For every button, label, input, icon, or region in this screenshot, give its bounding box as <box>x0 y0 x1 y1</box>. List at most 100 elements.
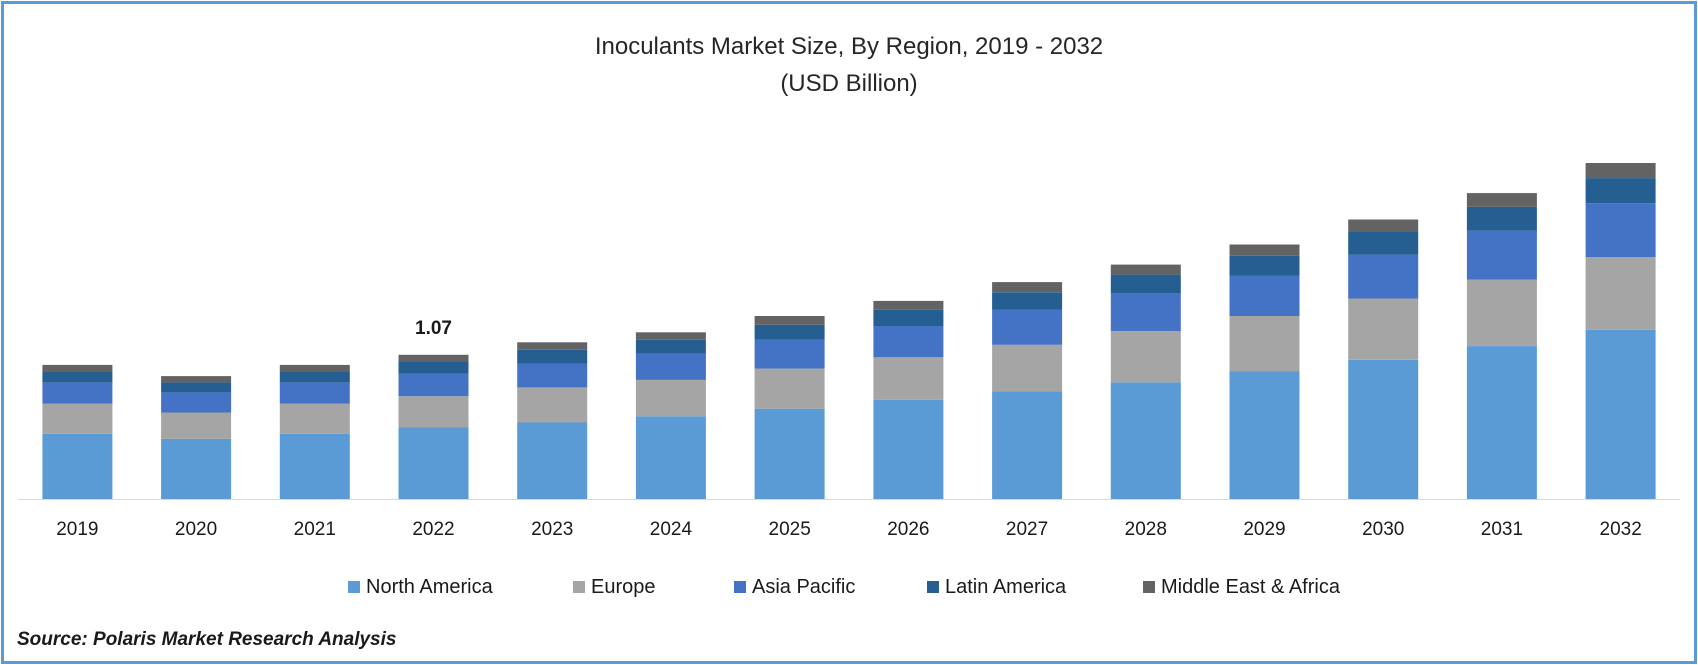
bar-2025-north-america <box>754 408 825 499</box>
bar-2023-europe <box>517 387 588 423</box>
x-tick-label: 2024 <box>650 519 693 540</box>
bar-2021-north-america <box>279 433 350 499</box>
bar-2026-asia-pacific <box>873 326 944 358</box>
bar-2031-north-america <box>1466 346 1537 499</box>
bar-2025-middle-east-africa <box>754 316 825 325</box>
x-tick-label: 2029 <box>1243 519 1285 540</box>
legend-swatch-middle-east-africa <box>1143 581 1155 593</box>
bar-2027-north-america <box>992 391 1063 499</box>
x-tick-label: 2025 <box>769 519 811 540</box>
data-label-2022: 1.07 <box>415 318 452 339</box>
legend-label: Latin America <box>945 576 1067 598</box>
bar-2024-middle-east-africa <box>635 332 706 340</box>
bar-2030-middle-east-africa <box>1348 219 1419 232</box>
bar-2020-north-america <box>161 438 232 499</box>
bar-2028-asia-pacific <box>1110 293 1181 331</box>
bar-2026-europe <box>873 357 944 400</box>
x-tick-label: 2022 <box>412 519 454 540</box>
bar-2031-europe <box>1466 279 1537 346</box>
bar-2029-latin-america <box>1229 255 1300 276</box>
bar-2028-north-america <box>1110 382 1181 499</box>
bar-2028-middle-east-africa <box>1110 264 1181 275</box>
x-tick-label: 2030 <box>1362 519 1404 540</box>
bar-2032-latin-america <box>1585 178 1656 204</box>
bar-2028-europe <box>1110 331 1181 383</box>
x-tick-label: 2028 <box>1125 519 1167 540</box>
legend-swatch-asia-pacific <box>734 581 746 593</box>
bar-2031-asia-pacific <box>1466 230 1537 280</box>
legend-label: Middle East & Africa <box>1161 576 1341 598</box>
legend-swatch-europe <box>573 581 585 593</box>
bar-2021-middle-east-africa <box>279 364 350 372</box>
bar-2023-asia-pacific <box>517 363 588 388</box>
bar-2022-latin-america <box>398 361 469 374</box>
bar-2019-middle-east-africa <box>42 364 113 372</box>
bar-2026-latin-america <box>873 309 944 326</box>
bar-2020-europe <box>161 412 232 439</box>
bar-2023-latin-america <box>517 349 588 364</box>
bar-2028-latin-america <box>1110 274 1181 294</box>
x-tick-label: 2027 <box>1006 519 1048 540</box>
bar-2029-north-america <box>1229 371 1300 499</box>
bar-2026-middle-east-africa <box>873 300 944 310</box>
bar-2024-latin-america <box>635 339 706 354</box>
legend-swatch-latin-america <box>927 581 939 593</box>
bar-2021-asia-pacific <box>279 382 350 404</box>
chart-title: Inoculants Market Size, By Region, 2019 … <box>594 33 1104 60</box>
source-note: Source: Polaris Market Research Analysis <box>17 629 397 650</box>
x-tick-label: 2031 <box>1481 519 1523 540</box>
chart-subtitle: (USD Billion) <box>780 70 918 97</box>
x-tick-label: 2023 <box>531 519 573 540</box>
bar-2020-asia-pacific <box>161 392 232 413</box>
bar-2031-latin-america <box>1466 206 1537 231</box>
legend-label: Asia Pacific <box>752 576 855 598</box>
bar-2025-asia-pacific <box>754 339 825 369</box>
bar-2030-europe <box>1348 298 1419 360</box>
bar-2027-asia-pacific <box>992 309 1063 345</box>
bar-2029-middle-east-africa <box>1229 244 1300 256</box>
bar-2021-latin-america <box>279 371 350 383</box>
bar-2029-europe <box>1229 316 1300 372</box>
bar-2021-europe <box>279 403 350 434</box>
bar-2023-north-america <box>517 422 588 499</box>
legend-label: North America <box>366 576 494 598</box>
bar-2032-europe <box>1585 257 1656 330</box>
bar-2025-europe <box>754 368 825 409</box>
bar-2030-north-america <box>1348 359 1419 499</box>
bar-2022-north-america <box>398 427 469 499</box>
bar-2025-latin-america <box>754 324 825 340</box>
bar-2019-europe <box>42 403 113 434</box>
bar-2020-middle-east-africa <box>161 376 232 383</box>
bar-2027-middle-east-africa <box>992 282 1063 293</box>
bar-2026-north-america <box>873 400 944 499</box>
bar-2024-north-america <box>635 416 706 499</box>
bar-2019-latin-america <box>42 371 113 383</box>
x-tick-label: 2019 <box>56 519 98 540</box>
bar-2024-asia-pacific <box>635 353 706 380</box>
bar-2019-north-america <box>42 433 113 499</box>
x-tick-label: 2032 <box>1600 519 1642 540</box>
x-tick-label: 2020 <box>175 519 217 540</box>
bar-2022-europe <box>398 396 469 428</box>
legend-label: Europe <box>591 576 656 598</box>
legend-swatch-north-america <box>348 581 360 593</box>
bar-2032-north-america <box>1585 329 1656 499</box>
x-tick-label: 2026 <box>887 519 929 540</box>
bar-2024-europe <box>635 379 706 417</box>
bar-2032-middle-east-africa <box>1585 163 1656 178</box>
bar-2022-asia-pacific <box>398 373 469 397</box>
bar-2029-asia-pacific <box>1229 275 1300 316</box>
x-tick-label: 2021 <box>294 519 336 540</box>
bar-2032-asia-pacific <box>1585 203 1656 258</box>
bar-2022-middle-east-africa <box>398 354 469 362</box>
bar-2031-middle-east-africa <box>1466 193 1537 207</box>
bar-2020-latin-america <box>161 382 232 393</box>
bar-2030-latin-america <box>1348 232 1419 255</box>
bar-2019-asia-pacific <box>42 382 113 404</box>
bar-2023-middle-east-africa <box>517 342 588 350</box>
bar-2027-europe <box>992 344 1063 392</box>
bar-2027-latin-america <box>992 292 1063 310</box>
bar-2030-asia-pacific <box>1348 254 1419 299</box>
